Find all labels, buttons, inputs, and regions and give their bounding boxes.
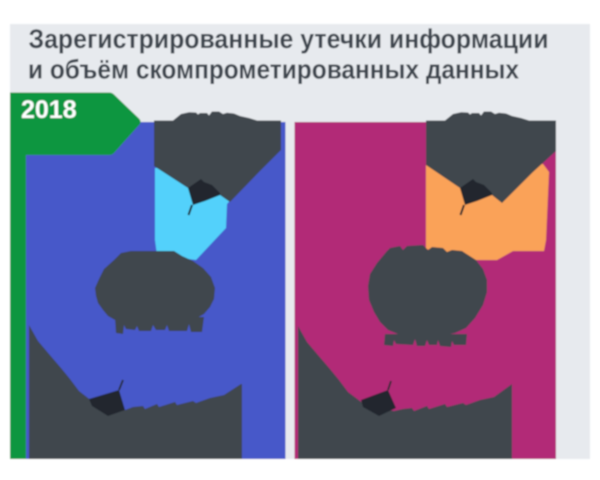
svg-text:2018: 2018 (21, 96, 77, 124)
svg-text:и объём скомпрометированных да: и объём скомпрометированных данных (28, 55, 519, 85)
svg-text:Зарегистрированные утечки инфо: Зарегистрированные утечки информации (29, 24, 549, 54)
